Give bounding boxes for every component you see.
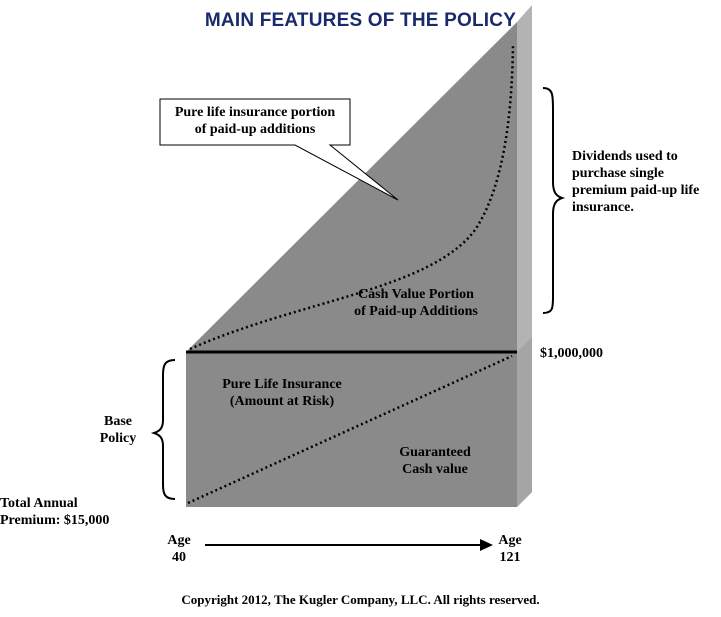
face-amount-label: $1,000,000	[540, 346, 603, 361]
base-policy-line-2: Policy	[99, 431, 137, 446]
block-side-lower	[517, 337, 532, 507]
pure-life-insurance-label: Pure Life Insurance (Amount at Risk)	[212, 376, 352, 410]
cash-value-portion-label: Cash Value Portion of Paid-up Additions	[346, 286, 486, 320]
base-policy-label: Base Policy	[92, 413, 144, 447]
cash-value-portion-line-1: Cash Value Portion	[358, 287, 474, 302]
age-start-line-2: 40	[172, 550, 186, 565]
guaranteed-line-2: Cash value	[402, 462, 468, 477]
age-start-label: Age 40	[160, 532, 198, 566]
age-end-line-1: Age	[498, 533, 522, 548]
dividends-line-3: premium paid-up life	[572, 183, 700, 198]
cash-value-portion-line-2: of Paid-up Additions	[354, 304, 478, 319]
dividends-label: Dividends used to purchase single premiu…	[572, 148, 699, 216]
dividends-line-4: insurance.	[572, 200, 634, 215]
premium-line-2: Premium: $15,000	[0, 513, 110, 528]
dividends-line-2: purchase single	[572, 166, 664, 181]
pure-life-line-1: Pure Life Insurance	[222, 377, 342, 392]
guaranteed-cash-value-curve	[187, 354, 513, 505]
guaranteed-cash-value-label: Guaranteed Cash value	[390, 444, 480, 478]
dividends-brace	[542, 87, 566, 314]
age-end-line-2: 121	[499, 550, 521, 565]
guaranteed-line-1: Guaranteed	[399, 445, 471, 460]
callout-pure-life-paid-up: Pure life insurance portion of paid-up a…	[160, 99, 350, 145]
copyright-notice: Copyright 2012, The Kugler Company, LLC.…	[181, 592, 540, 607]
base-policy-brace	[150, 359, 176, 500]
paid-up-additions-area	[186, 22, 517, 352]
premium-line-1: Total Annual	[0, 496, 78, 511]
age-axis-arrowhead	[480, 539, 493, 551]
base-policy-line-1: Base	[104, 414, 132, 429]
age-start-line-1: Age	[167, 533, 191, 548]
page-title: MAIN FEATURES OF THE POLICY	[204, 10, 517, 31]
age-end-label: Age 121	[491, 532, 529, 566]
callout-line-2: of paid-up additions	[194, 122, 316, 137]
premium-label: Total Annual Premium: $15,000	[0, 495, 109, 529]
callout-line-1: Pure life insurance portion	[174, 105, 336, 120]
pure-life-line-2: (Amount at Risk)	[229, 394, 335, 409]
callout-bubble	[159, 98, 399, 201]
dividends-line-1: Dividends used to	[572, 149, 678, 164]
